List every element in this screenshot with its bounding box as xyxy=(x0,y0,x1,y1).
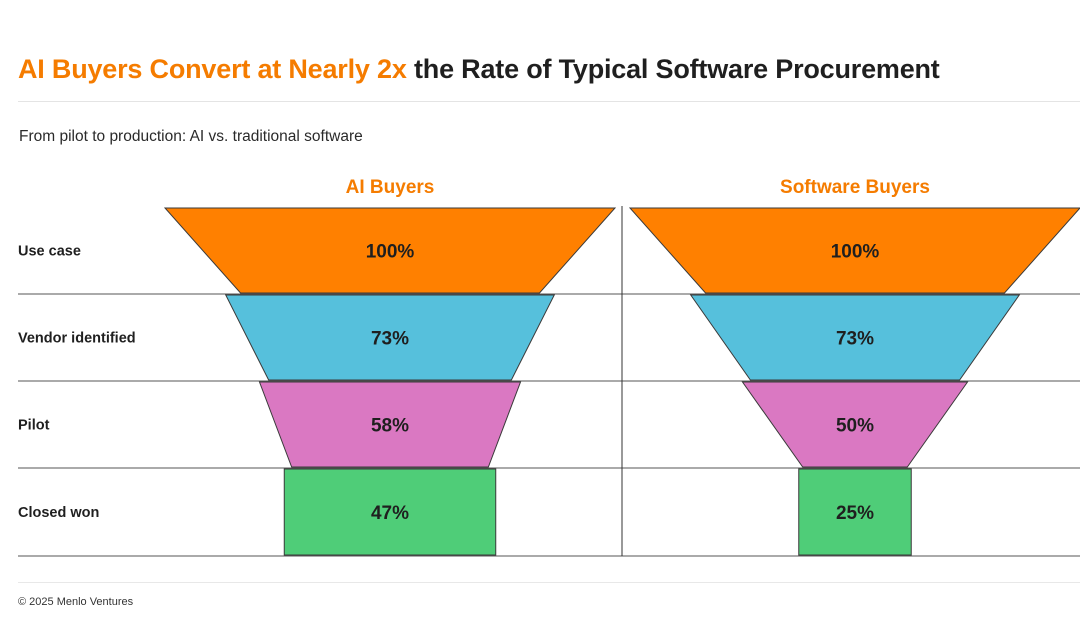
copyright-footer: © 2025 Menlo Ventures xyxy=(18,596,134,608)
value-label-2-1: 100% xyxy=(831,242,880,263)
value-label-1-4: 47% xyxy=(371,503,409,524)
value-label-2-2: 73% xyxy=(836,329,874,350)
value-label-1-2: 73% xyxy=(371,329,409,350)
value-label-1-3: 58% xyxy=(371,416,409,437)
chart-subtitle: From pilot to production: AI vs. traditi… xyxy=(19,128,363,145)
stage-label-1: Use case xyxy=(18,244,81,260)
series-header-2: Software Buyers xyxy=(780,177,930,198)
funnel-segment-2-4 xyxy=(798,468,912,556)
title-highlight: AI Buyers Convert at Nearly 2x xyxy=(18,54,407,84)
funnel-segment-2-2 xyxy=(689,294,1021,381)
stage-label-2: Vendor identified xyxy=(18,331,136,347)
funnel-segment-1-2 xyxy=(224,294,556,381)
stage-label-3: Pilot xyxy=(18,418,50,434)
page-title: AI Buyers Convert at Nearly 2x the Rate … xyxy=(18,54,940,85)
title-rest: the Rate of Typical Software Procurement xyxy=(413,54,940,84)
value-label-1-1: 100% xyxy=(366,242,415,263)
title-divider xyxy=(18,101,1080,102)
stage-label-4: Closed won xyxy=(18,505,99,521)
value-label-2-3: 50% xyxy=(836,416,874,437)
funnel-segment-2-3 xyxy=(741,381,969,468)
funnel-segment-1-3 xyxy=(258,381,522,468)
value-label-2-4: 25% xyxy=(836,503,874,524)
funnel-segment-2-1 xyxy=(628,207,1080,294)
series-header-1: AI Buyers xyxy=(346,177,435,198)
funnel-segment-1-1 xyxy=(163,207,617,294)
footer-divider xyxy=(18,582,1080,583)
funnel-segment-1-4 xyxy=(283,468,497,556)
